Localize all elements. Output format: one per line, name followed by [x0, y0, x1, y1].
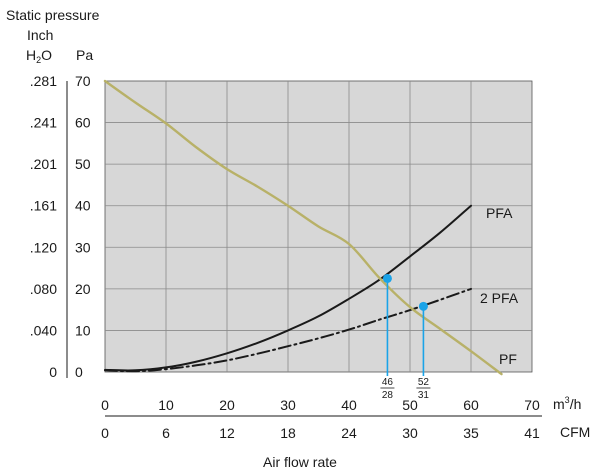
cfm-axis-tick-label: 41 [524, 425, 540, 441]
series-label-pf: PF [499, 351, 517, 367]
x-axis-tick-label: 70 [524, 397, 540, 413]
right-axis-unit-pa: Pa [76, 47, 93, 63]
left-axis-unit-h2o: H2O [26, 47, 52, 65]
pa-axis-tick-label: 20 [75, 281, 91, 297]
series-line-pfa [104, 204, 472, 372]
annotation-point [382, 273, 392, 283]
left-axis-tick-label: .120 [30, 239, 57, 255]
annotation-fraction-numerator: 52 [418, 377, 430, 388]
cfm-axis-tick-label: 24 [341, 425, 357, 441]
x-axis-tick-label: 60 [463, 397, 479, 413]
grid [105, 81, 532, 372]
cfm-axis-tick-label: 35 [463, 425, 479, 441]
x-axis-tick-label: 40 [341, 397, 357, 413]
x-axis-tick-label: 30 [280, 397, 296, 413]
left-axis-tick-label: .201 [30, 156, 57, 172]
x-axis-tick-label: 0 [101, 397, 109, 413]
pa-axis-tick-label: 0 [75, 364, 83, 380]
h2o-tail: O [41, 47, 52, 63]
h2o-sub: 2 [36, 55, 41, 65]
left-axis-tick-label: 0 [49, 364, 57, 380]
x-axis-title: Air flow rate [263, 454, 337, 470]
cfm-axis-tick-label: 18 [280, 425, 296, 441]
annotation-point [418, 301, 428, 311]
x-axis-unit-cfm: CFM [560, 424, 590, 440]
x-axis-ticks: 0 10 20 30 40 50 60 70 [101, 397, 540, 413]
annotation-fraction-denominator: 28 [382, 390, 394, 401]
x-axis-tick-label: 20 [219, 397, 235, 413]
pa-axis-tick-label: 70 [75, 73, 91, 89]
cfm-axis-ticks: 0 6 12 18 24 30 35 41 [101, 425, 540, 441]
left-axis-tick-label: .040 [30, 322, 57, 338]
left-axis-tick-label: .241 [30, 115, 57, 131]
cfm-axis-tick-label: 12 [219, 425, 235, 441]
series-group [103, 79, 503, 376]
x-axis-unit-m3h: m3/h [553, 395, 581, 412]
series-line-2-pfa [104, 287, 472, 373]
left-axis-tick-label: .080 [30, 281, 57, 297]
annotation-fraction-numerator: 46 [382, 377, 394, 388]
cfm-axis-tick-label: 6 [162, 425, 170, 441]
cfm-axis-tick-label: 0 [101, 425, 109, 441]
left-axis-tick-label: .161 [30, 198, 57, 214]
left-axis-unit-inch: Inch [27, 27, 53, 43]
m3h-main: m [553, 396, 565, 412]
series-line-pf [103, 79, 503, 376]
annotation-fraction-denominator: 31 [418, 390, 430, 401]
pa-axis-tick-label: 60 [75, 115, 91, 131]
left-axis-tick-label: .281 [30, 73, 57, 89]
pa-axis-tick-label: 10 [75, 322, 91, 338]
x-axis-tick-label: 50 [402, 397, 418, 413]
pa-axis-tick-label: 40 [75, 198, 91, 214]
x-axis-tick-label: 10 [158, 397, 174, 413]
pa-axis-tick-label: 30 [75, 239, 91, 255]
pa-axis-tick-label: 50 [75, 156, 91, 172]
m3h-tail: /h [570, 396, 582, 412]
m3h-sup: 3 [565, 395, 570, 405]
h2o-main: H [26, 47, 36, 63]
series-label-2pfa: 2 PFA [480, 290, 519, 306]
series-label-pfa: PFA [486, 205, 513, 221]
cfm-axis-tick-label: 30 [402, 425, 418, 441]
pa-axis-ticks: 70 60 50 40 30 20 10 0 [75, 73, 91, 380]
chart-title: Static pressure [6, 7, 100, 23]
annotations: 46 28 52 31 [380, 273, 431, 401]
left-axis-ticks: .281 .241 .201 .161 .120 .080 .040 0 [30, 73, 57, 380]
